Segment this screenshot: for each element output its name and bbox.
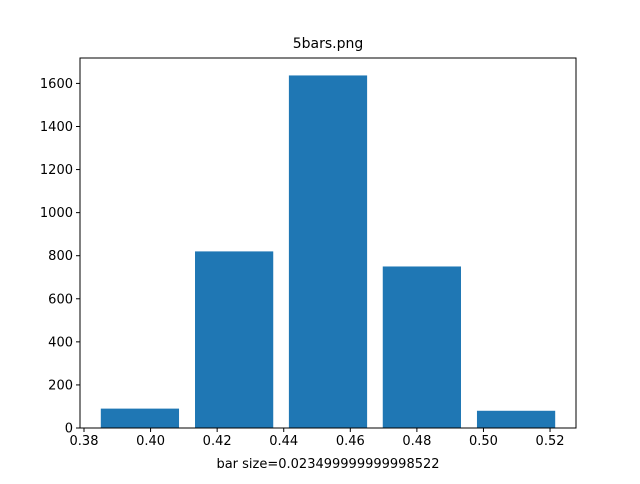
y-tick-label: 200 <box>48 378 73 393</box>
x-tick-label: 0.50 <box>469 434 498 449</box>
ticks-group: 0.38 0.40 0.42 0.44 0.46 0.48 0.50 0.52 0 200 400 6… <box>40 77 565 449</box>
bars-group <box>100 75 556 428</box>
plot-frame <box>79 57 577 429</box>
x-axis-label: bar size=0.023499999999998522 <box>216 457 439 472</box>
x-tick-label: 0.40 <box>136 434 165 449</box>
x-tick-label: 0.52 <box>536 434 565 449</box>
bar-3 <box>288 75 368 428</box>
bar-5 <box>476 410 556 428</box>
bar-1 <box>100 408 180 428</box>
y-tick-label: 400 <box>48 335 73 350</box>
bar-2 <box>195 251 274 428</box>
x-tick-label: 0.42 <box>203 434 232 449</box>
y-tick-label: 1600 <box>40 77 73 92</box>
y-tick-label: 600 <box>48 292 73 307</box>
y-tick-label: 1400 <box>40 120 73 135</box>
x-tick-label: 0.46 <box>336 434 365 449</box>
y-tick-label: 0 <box>65 422 73 437</box>
y-tick-label: 800 <box>48 249 73 264</box>
y-tick-label: 1200 <box>40 163 73 178</box>
y-tick-label: 1000 <box>40 206 73 221</box>
bar-4 <box>382 266 461 428</box>
x-tick-label: 0.44 <box>269 434 298 449</box>
x-tick-label: 0.38 <box>70 434 99 449</box>
x-tick-label: 0.48 <box>402 434 431 449</box>
chart-title: 5bars.png <box>293 36 364 52</box>
